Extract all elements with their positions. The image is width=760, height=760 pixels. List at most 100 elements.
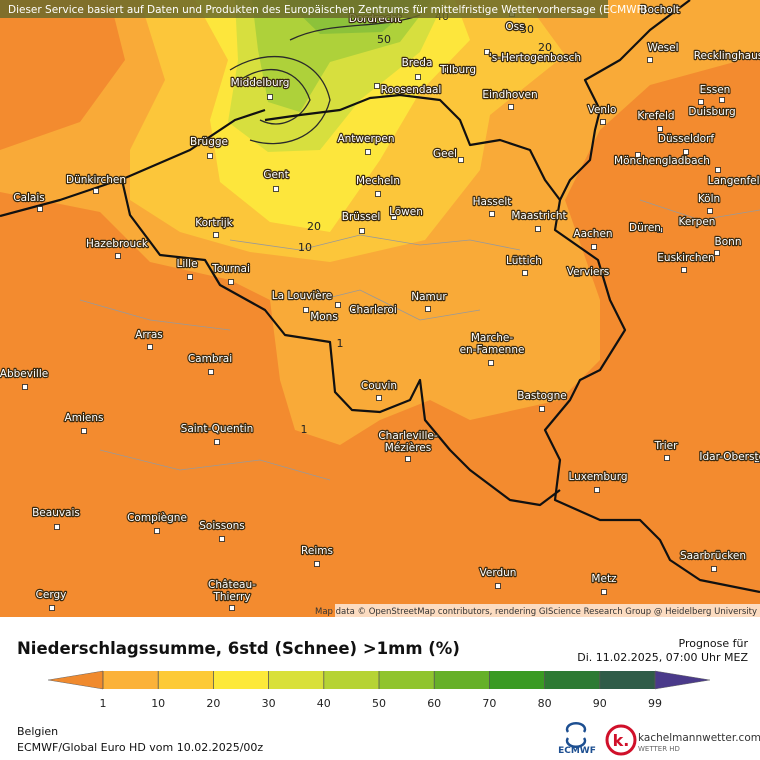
contour-label: 20 <box>307 220 321 233</box>
city-marker <box>458 157 464 163</box>
city-marker <box>22 384 28 390</box>
city-marker <box>707 208 713 214</box>
city-marker <box>376 395 382 401</box>
city-marker <box>228 279 234 285</box>
city-label: Tournai <box>211 263 250 275</box>
city-label: Hazebrouck <box>86 238 149 250</box>
city-label: La Louvière <box>272 290 333 302</box>
city-marker <box>213 232 219 238</box>
contour-lines <box>229 14 421 145</box>
city-label: Beauvais <box>32 507 80 519</box>
city-label: Langenfeld <box>708 175 760 187</box>
model-run: ECMWF/Global Euro HD vom 10.02.2025/00z <box>17 741 263 754</box>
area-40-50 <box>252 0 432 112</box>
city-label: Gent <box>263 169 288 181</box>
city-label: Euskirchen <box>657 252 714 264</box>
city-marker <box>711 566 717 572</box>
city-marker <box>374 83 380 89</box>
city-marker <box>657 126 663 132</box>
city-label: Verdun <box>480 567 517 579</box>
city-label: Mönchengladbach <box>614 155 710 167</box>
city-label: Cambrai <box>188 353 232 365</box>
city-label: Aachen <box>573 228 612 240</box>
city-marker <box>591 244 597 250</box>
colorbar-tick-label: 80 <box>538 697 552 710</box>
city-marker <box>93 188 99 194</box>
city-marker <box>601 589 607 595</box>
city-label: Arras <box>135 329 163 341</box>
city-marker <box>229 605 235 611</box>
colorbar-tick-label: 99 <box>648 697 662 710</box>
colorbar-arrow-low <box>47 670 104 690</box>
ecmwf-icon <box>565 722 587 748</box>
map: DordrechtOssBocholtMiddelburgBredaTilbur… <box>0 0 760 617</box>
contour-label: 20 <box>538 41 552 54</box>
contour-label: 1 <box>301 423 308 436</box>
city-label: Reims <box>301 545 333 557</box>
city-label: Düren <box>629 222 661 234</box>
notice: Dieser Service basiert auf Daten und Pro… <box>8 4 647 16</box>
city-marker <box>698 99 704 105</box>
forecast-label: Prognose für <box>679 637 749 650</box>
city-label: Recklinghausen <box>694 50 760 62</box>
site-logo: kachelmannwetter.com <box>638 732 760 744</box>
city-marker <box>391 214 397 220</box>
city-marker <box>350 308 356 314</box>
city-marker <box>600 119 606 125</box>
colorbar-tick-label: 20 <box>206 697 220 710</box>
borders <box>0 0 760 594</box>
city-label: Mecheln <box>356 175 400 187</box>
city-label: Wesel <box>647 42 678 54</box>
city-label: Middelburg <box>231 77 290 89</box>
city-marker <box>147 344 153 350</box>
city-marker <box>115 253 121 259</box>
city-label: Oss <box>505 21 524 33</box>
contour-label: 50 <box>377 33 391 46</box>
admin-lines <box>79 199 760 481</box>
city-marker <box>714 250 720 256</box>
city-label: 's-Hertogenbosch <box>489 52 581 64</box>
city-label: en-Famenne <box>460 344 525 356</box>
city-label: Charleville- <box>378 430 438 442</box>
city-marker <box>657 227 663 233</box>
contour-label: 1 <box>337 337 344 350</box>
colorbar-segment <box>323 671 379 689</box>
city-marker <box>314 561 320 567</box>
city-label: Abbeville <box>0 368 48 380</box>
contour-label: 30 <box>520 23 534 36</box>
colorbar-segment <box>213 671 269 689</box>
city-label: Saarbrücken <box>680 550 746 562</box>
ecmwf-logo: ECMWF <box>558 746 596 756</box>
city-label: Dünkirchen <box>66 174 126 186</box>
city-label: Amiens <box>65 412 104 424</box>
city-marker <box>214 439 220 445</box>
city-marker <box>522 270 528 276</box>
city-label: Krefeld <box>637 110 674 122</box>
city-label: Compiègne <box>127 512 187 524</box>
city-marker <box>574 271 580 277</box>
city-label: Breda <box>402 57 433 69</box>
city-label: Mézières <box>385 442 431 454</box>
colorbar-segment <box>434 671 490 689</box>
city-marker <box>415 74 421 80</box>
city-marker <box>680 220 686 226</box>
city-label: Château- <box>208 579 256 591</box>
city-marker <box>49 605 55 611</box>
city-marker <box>54 524 60 530</box>
city-label: Brügge <box>190 136 228 148</box>
city-label: Namur <box>411 291 447 303</box>
colorbar-tick-label: 10 <box>151 697 165 710</box>
city-marker <box>495 583 501 589</box>
city-marker <box>719 97 725 103</box>
city-label: Kortrijk <box>195 217 233 229</box>
region: Belgien <box>17 725 58 738</box>
city-marker <box>443 67 449 73</box>
city-label: Calais <box>13 192 45 204</box>
city-label: Tilburg <box>439 64 476 76</box>
city-label: Couvin <box>361 380 397 392</box>
colorbar-tick-label: 50 <box>372 697 386 710</box>
city-label: Cergy <box>36 589 67 601</box>
colorbar-tick-label: 90 <box>593 697 607 710</box>
